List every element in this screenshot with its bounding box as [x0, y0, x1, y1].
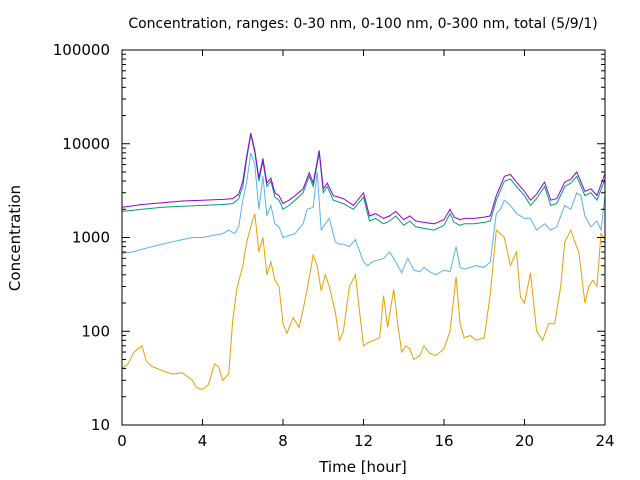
x-axis: 0 4 8 12 16 20 24 — [117, 50, 615, 450]
y-axis: 10 100 1000 10000 100000 — [53, 41, 605, 434]
x-tick-label: 4 — [198, 432, 208, 450]
series-line-3 — [121, 134, 606, 231]
y-tick-label: 100 — [81, 322, 110, 340]
y-axis-title: Concentration — [6, 185, 24, 291]
series-line-1 — [121, 213, 606, 390]
x-tick-label: 20 — [515, 432, 534, 450]
series-line-2 — [121, 152, 606, 276]
y-tick-label: 100000 — [53, 41, 110, 59]
x-axis-title: Time [hour] — [318, 458, 407, 476]
x-tick-label: 8 — [278, 432, 288, 450]
plot-area — [121, 132, 606, 390]
x-tick-label: 0 — [117, 432, 127, 450]
x-tick-label: 24 — [595, 432, 614, 450]
x-tick-label: 12 — [354, 432, 373, 450]
y-tick-label: 1000 — [72, 229, 110, 247]
x-tick-label: 16 — [434, 432, 453, 450]
y-tick-label: 10000 — [62, 135, 110, 153]
y-tick-label: 10 — [91, 416, 110, 434]
series-line-4 — [121, 132, 606, 225]
chart-title: Concentration, ranges: 0-30 nm, 0-100 nm… — [128, 16, 597, 32]
